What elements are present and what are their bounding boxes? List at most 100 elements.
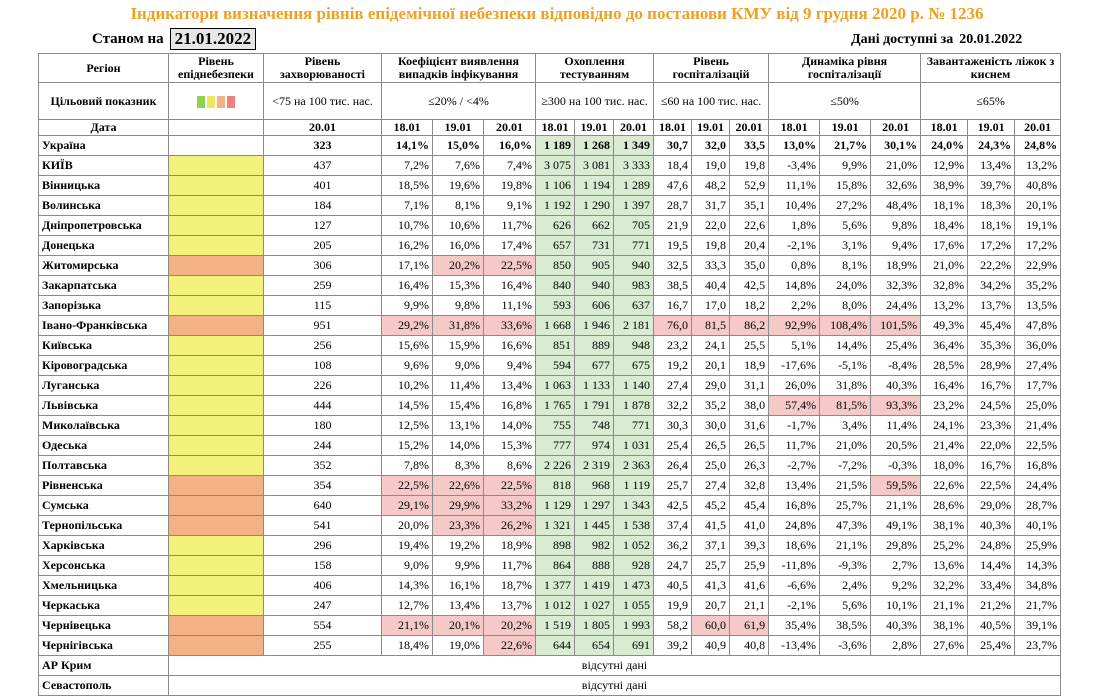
value-cell: 18,4% xyxy=(920,215,969,236)
value-cell: 9,8% xyxy=(870,215,922,236)
date: 19.01 xyxy=(967,119,1016,136)
value-cell: 677 xyxy=(574,355,614,376)
date-row: Дата 20.01 18.01 19.01 20.01 18.01 19.01 20.01 1… xyxy=(38,119,1062,136)
missing-note: відсутні дані xyxy=(167,655,1062,676)
column-header: Завантаженість ліжок з киснем xyxy=(920,53,1062,83)
region: Рівненська xyxy=(38,475,169,496)
value-cell: 18,1% xyxy=(920,195,969,216)
value-cell: 37,4 xyxy=(653,515,693,536)
region-row: Чернівецька 554 21,1% 20,1% 20,2% 1 519 1 805 1… xyxy=(38,615,1062,636)
region-row: Закарпатська 259 16,4% 15,3% 16,4% 840 940 983 3… xyxy=(38,275,1062,296)
value-cell: 61,9 xyxy=(729,615,770,636)
value-cell: 15,8% xyxy=(819,175,872,196)
value-cell: 7,1% xyxy=(381,195,433,216)
region: КИЇВ xyxy=(38,155,169,176)
region-row: Вінницька 401 18,5% 19,6% 19,8% 1 106 1 194 1 2… xyxy=(38,175,1062,196)
value-cell: 22,5% xyxy=(483,255,536,276)
value-cell: 244 xyxy=(263,435,382,456)
value-cell: 9,0% xyxy=(432,355,484,376)
value-cell: 41,6 xyxy=(729,575,770,596)
value-cell: 554 xyxy=(263,615,382,636)
value-cell: 48,2 xyxy=(691,175,731,196)
value-cell: 22,6% xyxy=(920,475,969,496)
value-cell: 2 363 xyxy=(612,455,655,476)
value-cell: 16,2% xyxy=(381,235,433,256)
title: Індикатори визначення рівнів епідемічної… xyxy=(130,4,984,23)
value-cell: 18,0% xyxy=(920,455,969,476)
value-cell: 16,8% xyxy=(483,395,536,416)
value-cell: 1 805 xyxy=(574,615,614,636)
value-cell: 23,2% xyxy=(920,395,969,416)
value-cell: 35,2% xyxy=(1014,275,1062,296)
value-cell: 25,7 xyxy=(691,555,731,576)
value-cell: 7,8% xyxy=(381,455,433,476)
region: Вінницька xyxy=(38,175,169,196)
value-cell: 25,0% xyxy=(1014,395,1062,416)
value-cell: 29,9% xyxy=(432,495,484,516)
value-cell: 255 xyxy=(263,635,382,656)
value-cell: 3,1% xyxy=(819,235,872,256)
value-cell: 39,2 xyxy=(653,635,693,656)
value-cell: 771 xyxy=(612,415,655,436)
value-cell: 40,5% xyxy=(967,615,1016,636)
value-cell: 30,7 xyxy=(653,135,693,156)
value-cell: 22,2% xyxy=(967,255,1016,276)
value-cell: 654 xyxy=(574,635,614,656)
value-cell: 24,0% xyxy=(920,135,969,156)
region-row: Луганська 226 10,2% 11,4% 13,4% 1 063 1 133 1 1… xyxy=(38,375,1062,396)
value-cell: 16,7 xyxy=(653,295,693,316)
value-cell: 13,7% xyxy=(483,595,536,616)
date: 20.01 xyxy=(483,119,536,136)
value-cell: 9,8% xyxy=(432,295,484,316)
value-cell: 40,9 xyxy=(691,635,731,656)
value-cell: 14,4% xyxy=(967,555,1016,576)
region: Полтавська xyxy=(38,455,169,476)
value-cell: 18,7% xyxy=(483,575,536,596)
value-cell: 35,0 xyxy=(729,255,770,276)
value-cell: 17,6% xyxy=(920,235,969,256)
value-cell: 1 445 xyxy=(574,515,614,536)
value-cell: 37,1 xyxy=(691,535,731,556)
value-cell: -6,6% xyxy=(768,575,821,596)
target-label: Цільовий показник xyxy=(38,82,169,120)
as-of: Станом на 21.01.2022 xyxy=(92,28,257,50)
value-cell: 662 xyxy=(574,215,614,236)
level-cell xyxy=(168,595,264,616)
value-cell: -3,4% xyxy=(768,155,821,176)
value-cell: 38,1% xyxy=(920,615,969,636)
value-cell: 983 xyxy=(612,275,655,296)
value-cell: 47,3% xyxy=(819,515,872,536)
value-cell: 19,9 xyxy=(653,595,693,616)
value-cell: 24,7 xyxy=(653,555,693,576)
value-cell: 15,3% xyxy=(483,435,536,456)
value-cell: 45,4 xyxy=(729,495,770,516)
value-cell: 8,1% xyxy=(819,255,872,276)
value-cell: 40,3% xyxy=(870,375,922,396)
value-cell: 15,6% xyxy=(381,335,433,356)
value-cell: 1 055 xyxy=(612,595,655,616)
target: <75 на 100 тис. нас. xyxy=(263,82,382,120)
value-cell: 9,9% xyxy=(432,555,484,576)
region-row: Кіровоградська 108 9,6% 9,0% 9,4% 594 677 675 19… xyxy=(38,355,1062,376)
region: Дніпропетровська xyxy=(38,215,169,236)
value-cell: 16,4% xyxy=(381,275,433,296)
value-cell: 24,3% xyxy=(967,135,1016,156)
value-cell: 81,5% xyxy=(819,395,872,416)
value-cell: 101,5% xyxy=(870,315,922,336)
value-cell: 974 xyxy=(574,435,614,456)
value-cell: 13,4% xyxy=(432,595,484,616)
value-cell: 17,4% xyxy=(483,235,536,256)
value-cell: 21,4% xyxy=(920,435,969,456)
value-cell: 40,4 xyxy=(691,275,731,296)
value-cell: 864 xyxy=(535,555,575,576)
value-cell: 33,5 xyxy=(729,135,770,156)
value-cell: 18,3% xyxy=(967,195,1016,216)
value-cell: 705 xyxy=(612,215,655,236)
value-cell: 1 027 xyxy=(574,595,614,616)
level-swatch xyxy=(217,95,225,108)
value-cell: 21,1% xyxy=(870,495,922,516)
value-cell: 11,1% xyxy=(483,295,536,316)
value-cell: 35,1 xyxy=(729,195,770,216)
value-cell: 40,3% xyxy=(967,515,1016,536)
level-cell xyxy=(168,255,264,276)
